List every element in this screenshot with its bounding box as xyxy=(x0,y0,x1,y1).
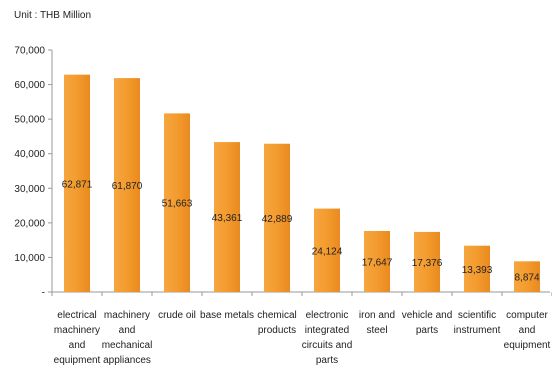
bar xyxy=(414,231,440,292)
unit-label: Unit : THB Million xyxy=(14,10,92,21)
x-tick-label: scientific instrument xyxy=(453,310,501,336)
x-tick-label: vehicle and parts xyxy=(401,310,453,336)
bar xyxy=(114,78,140,293)
data-label: 24,124 xyxy=(312,246,343,257)
bar xyxy=(364,230,390,292)
data-label: 8,874 xyxy=(514,273,539,284)
bar xyxy=(464,245,490,292)
data-label: 42,889 xyxy=(262,214,293,225)
x-tick-label: chemical products xyxy=(257,310,297,336)
y-tick-label: 40,000 xyxy=(14,149,45,160)
data-label: 43,361 xyxy=(212,213,243,224)
bar xyxy=(164,113,190,292)
y-tick-label: 60,000 xyxy=(14,80,45,91)
data-label: 61,870 xyxy=(112,181,143,192)
bars xyxy=(64,74,540,293)
x-tick-label: machinery and mechanical appliances xyxy=(101,310,153,366)
y-tick-label: 30,000 xyxy=(14,184,45,195)
y-tick-label: 50,000 xyxy=(14,115,45,126)
data-label: 13,393 xyxy=(462,265,493,276)
y-tick-label: 10,000 xyxy=(14,253,45,264)
x-tick-label: iron and steel xyxy=(358,310,396,336)
data-labels: 62,871 61,870 51,663 43,361 42,889 24,124 17,6… xyxy=(62,179,540,283)
bar xyxy=(214,142,240,292)
y-tick-label: 20,000 xyxy=(14,218,45,229)
x-tick-label: electronic integrated circuits and parts xyxy=(301,310,353,366)
bar xyxy=(264,143,290,292)
data-label: 51,663 xyxy=(162,199,193,210)
bar xyxy=(514,261,540,292)
data-label: 17,647 xyxy=(362,257,393,268)
x-tick-label: crude oil xyxy=(158,310,196,321)
y-tick-label: - xyxy=(42,288,45,299)
y-tick-label: 70,000 xyxy=(14,46,45,57)
x-tick-label: base metals xyxy=(200,310,254,321)
data-label: 17,376 xyxy=(412,258,443,269)
x-tick-label: electrical machinery and equipment xyxy=(53,310,101,366)
x-tick-label: computer and equipment xyxy=(503,310,551,351)
bar xyxy=(64,74,90,293)
data-label: 62,871 xyxy=(62,179,93,190)
bar xyxy=(314,208,340,292)
